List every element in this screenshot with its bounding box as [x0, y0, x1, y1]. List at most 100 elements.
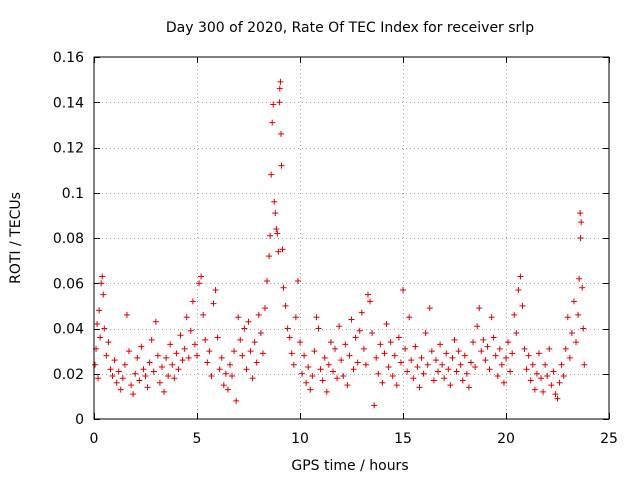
- data-point: [222, 370, 229, 377]
- data-point: [113, 379, 120, 386]
- data-point: [496, 345, 503, 352]
- data-point: [554, 395, 561, 402]
- data-point: [210, 300, 217, 307]
- data-point: [245, 318, 252, 325]
- data-point: [274, 230, 281, 237]
- data-point: [321, 354, 328, 361]
- data-point: [570, 298, 577, 305]
- data-point: [400, 287, 406, 294]
- data-point: [385, 363, 392, 370]
- data-point: [103, 352, 110, 359]
- y-tick-labels: 0 0.02 0.04 0.06 0.08 0.1 0.12 0.14 0.16: [53, 50, 84, 428]
- data-point: [395, 334, 402, 341]
- data-point: [507, 368, 514, 375]
- data-point: [548, 382, 555, 389]
- data-point: [267, 232, 274, 239]
- data-point: [432, 357, 439, 364]
- data-point: [461, 352, 468, 359]
- data-point: [286, 334, 293, 341]
- data-point: [562, 345, 569, 352]
- data-point: [92, 361, 99, 368]
- data-point: [100, 291, 107, 298]
- data-point: [498, 361, 505, 368]
- data-point: [307, 386, 314, 393]
- data-point: [121, 361, 128, 368]
- data-point: [158, 363, 165, 370]
- data-point: [325, 361, 332, 368]
- data-point: [350, 366, 357, 373]
- data-point: [95, 375, 102, 382]
- data-point: [206, 348, 213, 355]
- data-point: [279, 246, 286, 253]
- data-point: [364, 291, 371, 298]
- data-point: [107, 366, 114, 373]
- data-point: [115, 368, 122, 375]
- data-point: [486, 366, 493, 373]
- data-point: [194, 352, 200, 359]
- data-point: [101, 325, 108, 332]
- data-point: [544, 373, 551, 380]
- data-point: [276, 99, 283, 106]
- data-point: [142, 373, 149, 380]
- data-point: [556, 379, 563, 386]
- data-point: [301, 352, 308, 359]
- data-point: [261, 305, 268, 312]
- data-point: [362, 361, 369, 368]
- x-tick-label: 20: [497, 431, 515, 447]
- data-point: [146, 359, 153, 366]
- data-point: [511, 311, 518, 318]
- data-point: [535, 350, 542, 357]
- data-point: [282, 302, 289, 309]
- data-point: [476, 305, 483, 312]
- data-point: [297, 339, 303, 346]
- data-point: [317, 366, 324, 373]
- data-point: [138, 343, 145, 350]
- data-point: [235, 314, 242, 321]
- data-point: [377, 341, 384, 348]
- data-point: [309, 373, 316, 380]
- data-point: [212, 287, 219, 294]
- data-point: [196, 280, 203, 287]
- data-point: [367, 298, 374, 305]
- data-point: [105, 339, 112, 346]
- data-point: [472, 363, 479, 370]
- data-point: [257, 330, 264, 337]
- data-point: [546, 345, 553, 352]
- data-point: [519, 302, 526, 309]
- data-point: [130, 391, 137, 398]
- data-point: [358, 309, 365, 316]
- data-point: [132, 370, 139, 377]
- data-point: [208, 373, 215, 380]
- data-point: [509, 350, 516, 357]
- data-point: [490, 334, 497, 341]
- data-point: [408, 357, 415, 364]
- data-point: [173, 350, 180, 357]
- data-point: [319, 377, 326, 384]
- data-point: [332, 345, 339, 352]
- chart-title: Day 300 of 2020, Rate Of TEC Index for r…: [166, 20, 534, 36]
- data-point: [410, 375, 417, 382]
- data-point: [441, 375, 448, 382]
- data-point: [259, 350, 266, 357]
- data-point: [430, 377, 437, 384]
- data-point: [249, 375, 256, 382]
- data-point: [581, 361, 588, 368]
- data-point: [416, 384, 423, 391]
- data-point: [418, 354, 425, 361]
- data-point: [580, 325, 587, 332]
- data-point: [375, 370, 382, 377]
- data-point: [542, 361, 549, 368]
- data-point: [538, 375, 545, 382]
- data-point: [393, 382, 400, 389]
- data-point: [575, 311, 582, 318]
- data-point: [451, 336, 458, 343]
- data-point: [161, 388, 168, 395]
- data-point: [134, 354, 141, 361]
- data-point: [200, 311, 207, 318]
- data-point: [299, 370, 306, 377]
- data-point: [264, 277, 271, 284]
- data-point: [165, 373, 172, 380]
- data-point: [220, 382, 227, 389]
- data-point: [275, 248, 282, 255]
- x-tick-label: 5: [193, 431, 202, 447]
